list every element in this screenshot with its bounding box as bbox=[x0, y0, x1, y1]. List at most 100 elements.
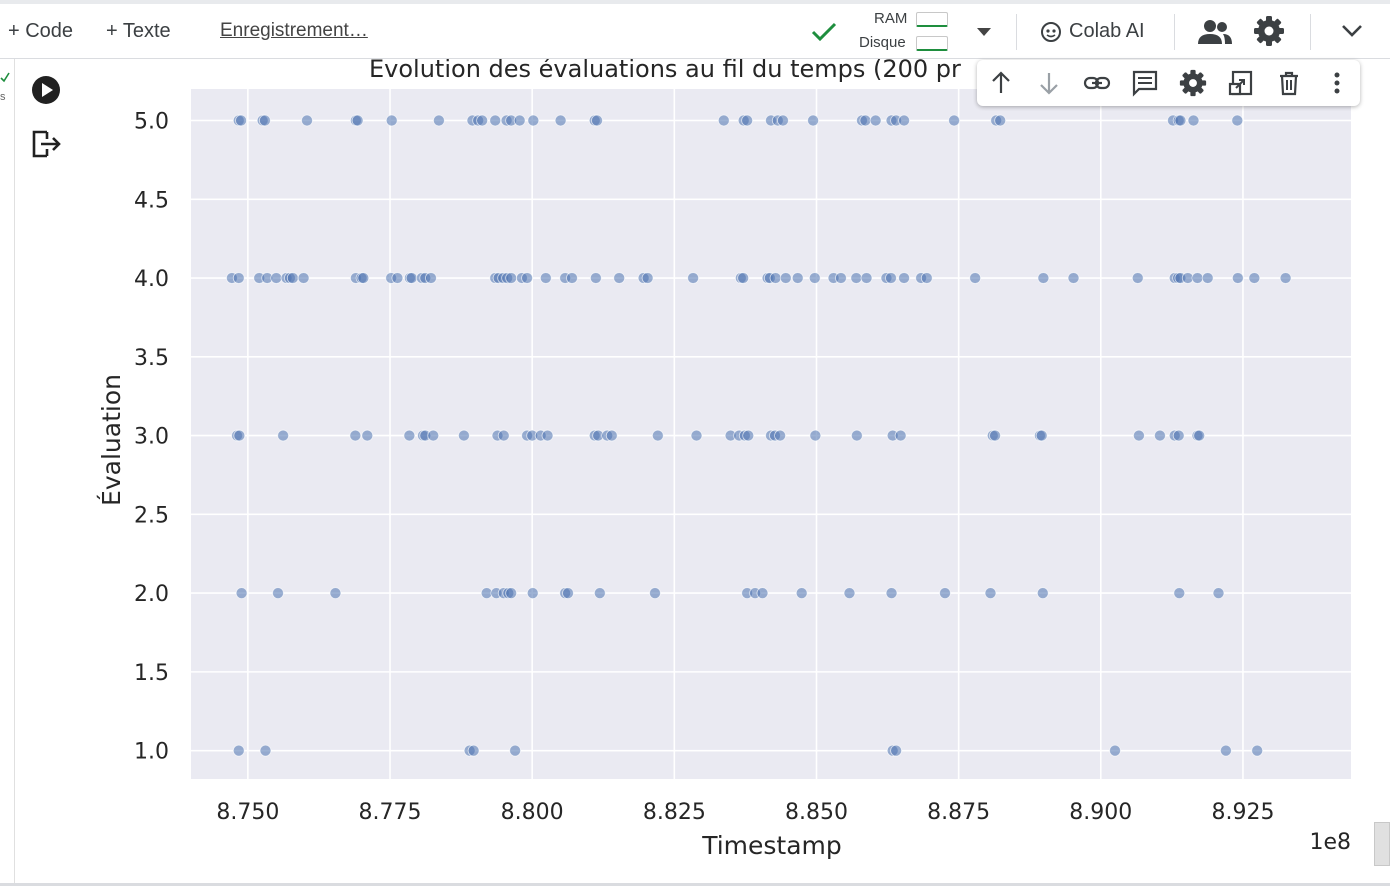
cell-settings-gear-icon[interactable] bbox=[1179, 69, 1207, 97]
scatter-point bbox=[1201, 272, 1214, 284]
scatter-point bbox=[984, 587, 997, 600]
scatter-point bbox=[795, 587, 808, 600]
comment-icon[interactable] bbox=[1131, 69, 1159, 97]
scatter-point bbox=[277, 429, 290, 442]
scatter-point bbox=[1248, 272, 1261, 284]
y-tick-label: 1.5 bbox=[134, 661, 169, 686]
scatter-point bbox=[1187, 114, 1200, 127]
scatter-point bbox=[566, 272, 578, 284]
scatter-point bbox=[521, 272, 533, 284]
scatter-point bbox=[939, 587, 951, 600]
colab-ai-button[interactable]: Colab AI bbox=[1069, 20, 1145, 42]
ram-label: RAM bbox=[874, 10, 908, 27]
scatter-point bbox=[527, 114, 540, 127]
divider bbox=[1310, 14, 1311, 50]
scatter-point bbox=[235, 587, 248, 600]
ram-usage-bar bbox=[916, 12, 948, 27]
scatter-point bbox=[808, 272, 821, 284]
scatter-point bbox=[270, 272, 283, 284]
scatter-point bbox=[850, 429, 863, 442]
scatter-point bbox=[994, 114, 1007, 127]
scatter-point bbox=[497, 429, 510, 442]
scatter-point bbox=[1193, 429, 1206, 442]
scatter-point bbox=[385, 114, 398, 127]
scatter-point bbox=[779, 272, 792, 284]
scatter-point bbox=[301, 114, 313, 127]
scatter-point bbox=[898, 272, 910, 284]
scatter-point bbox=[885, 587, 898, 600]
cell-toolbar bbox=[977, 60, 1360, 106]
saving-status[interactable]: Enregistrement… bbox=[220, 20, 368, 41]
disk-usage-bar bbox=[916, 36, 948, 51]
scatter-point bbox=[774, 429, 786, 442]
scatter-point bbox=[1220, 744, 1232, 757]
scatter-point bbox=[361, 429, 374, 442]
x-tick-label: 8.775 bbox=[359, 800, 422, 825]
scatter-point bbox=[1231, 114, 1244, 127]
scrollbar-thumb[interactable] bbox=[1374, 822, 1390, 866]
more-vert-icon[interactable] bbox=[1323, 69, 1351, 97]
scatter-point bbox=[589, 272, 602, 284]
scatter-point bbox=[1279, 272, 1292, 284]
x-tick-label: 8.800 bbox=[501, 800, 564, 825]
scatter-point bbox=[505, 587, 518, 600]
scatter-point bbox=[467, 744, 480, 757]
scatter-point bbox=[489, 114, 502, 127]
scatter-point bbox=[809, 429, 822, 442]
output-actions-icon[interactable] bbox=[31, 129, 63, 159]
scatter-point bbox=[349, 429, 362, 442]
scatter-point bbox=[1154, 429, 1166, 442]
run-cell-icon[interactable] bbox=[31, 75, 61, 105]
scatter-point bbox=[651, 429, 664, 442]
bottom-edge bbox=[0, 883, 1390, 886]
colab-ai-icon bbox=[1041, 22, 1061, 42]
scatter-point bbox=[1035, 429, 1048, 442]
scatter-point bbox=[405, 272, 418, 284]
mirror-cell-icon[interactable] bbox=[1227, 69, 1255, 97]
scatter-point bbox=[737, 272, 750, 284]
scatter-point bbox=[1174, 114, 1187, 127]
scatter-point bbox=[859, 114, 872, 127]
scatter-point bbox=[989, 429, 1001, 442]
scatter-point bbox=[613, 272, 626, 284]
scatter-point bbox=[357, 272, 370, 284]
share-people-icon[interactable] bbox=[1197, 18, 1233, 46]
scatter-point bbox=[1212, 587, 1225, 600]
scatter-point bbox=[898, 114, 910, 127]
notebook-toolbar: + Code + Texte Enregistrement… RAM Disqu… bbox=[0, 4, 1390, 59]
arrow-up-icon[interactable] bbox=[987, 69, 1015, 97]
y-axis-label: Évaluation bbox=[97, 374, 126, 506]
settings-gear-icon[interactable] bbox=[1253, 15, 1285, 47]
scatter-point bbox=[458, 429, 470, 442]
scatter-point bbox=[605, 429, 618, 442]
scatter-point bbox=[591, 114, 603, 127]
chevron-down-icon[interactable] bbox=[1340, 22, 1364, 40]
scatter-point bbox=[894, 429, 907, 442]
scatter-point bbox=[850, 272, 863, 284]
left-rail: s bbox=[0, 59, 14, 883]
link-icon[interactable] bbox=[1083, 69, 1111, 97]
code-cell: 8.750 8.775 8.800 8.825 8.850 8.875 8.900 8.925… bbox=[14, 59, 1390, 883]
divider bbox=[1174, 14, 1175, 50]
scatter-point bbox=[1109, 744, 1121, 757]
arrow-down-icon[interactable] bbox=[1035, 69, 1063, 97]
divider bbox=[1016, 14, 1017, 50]
trash-icon[interactable] bbox=[1275, 69, 1303, 97]
disk-label: Disque bbox=[859, 34, 906, 51]
scatter-point bbox=[807, 114, 819, 127]
scatter-point bbox=[756, 587, 769, 600]
runtime-dropdown-icon[interactable] bbox=[975, 26, 993, 38]
scatter-point bbox=[286, 272, 299, 284]
scatter-point bbox=[433, 114, 445, 127]
scatter-point bbox=[1173, 587, 1186, 600]
chart-title: Évolution des évaluations au fil du temp… bbox=[369, 59, 961, 83]
add-code-button[interactable]: + Code bbox=[8, 20, 74, 42]
scatter-point bbox=[843, 587, 856, 600]
scatter-point bbox=[1251, 744, 1264, 757]
y-tick-label: 5.0 bbox=[134, 110, 169, 135]
x-tick-label: 8.850 bbox=[785, 800, 848, 825]
scatter-point bbox=[509, 744, 522, 757]
scatter-point bbox=[717, 114, 730, 127]
add-text-button[interactable]: + Texte bbox=[106, 20, 171, 42]
y-tick-label: 3.0 bbox=[134, 425, 169, 450]
